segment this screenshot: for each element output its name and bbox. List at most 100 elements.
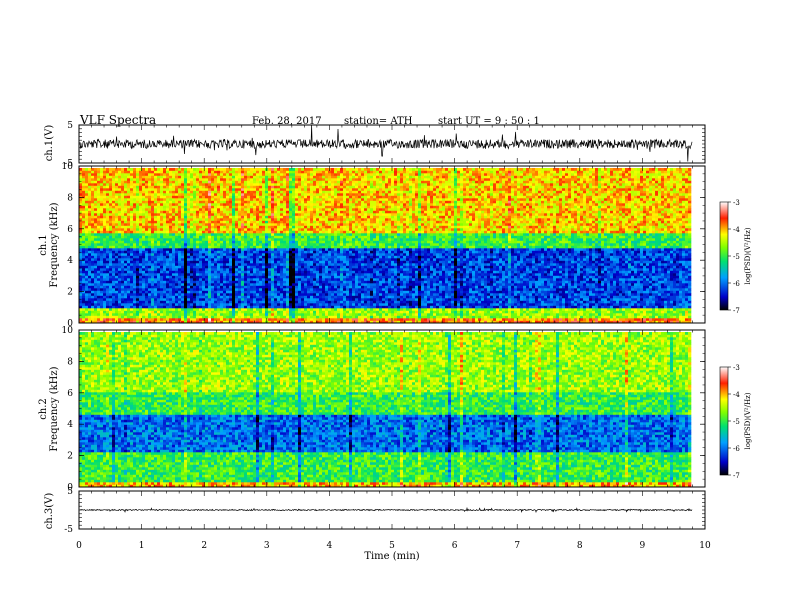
ch1-spectrogram-cell xyxy=(97,295,101,299)
ch1-spectrogram-cell xyxy=(145,183,149,186)
ch1-spectrogram-cell xyxy=(103,243,107,246)
ch1-spectrogram-cell xyxy=(145,303,149,306)
ch1-spectrogram-cell xyxy=(100,245,104,249)
ch1-spectrogram-cell xyxy=(238,268,242,271)
ch1-spectrogram-cell xyxy=(268,255,272,259)
ch1-spectrogram-cell xyxy=(160,240,164,244)
ch1-spectrogram-cell xyxy=(124,303,128,306)
ch1-spectrogram-cell xyxy=(145,188,149,191)
ch1-spectrogram-cell xyxy=(253,245,257,249)
ch1-spectrogram-cell xyxy=(214,253,218,256)
ch1-spectrogram-cell xyxy=(103,268,107,271)
ch1-spectrogram-cell xyxy=(301,190,305,194)
ch1-spectrogram-cell xyxy=(88,288,92,291)
ch1-spectrogram-cell xyxy=(247,183,251,186)
ch1-spectrogram-cell xyxy=(223,250,227,254)
ch1-spectrogram-cell xyxy=(298,235,302,239)
ch1-spectrogram-cell xyxy=(208,273,212,276)
ch1-spectrogram-cell xyxy=(232,263,236,266)
ch1-spectrogram-cell xyxy=(202,230,206,234)
ch1-spectrogram-cell xyxy=(262,205,266,209)
ch1-spectrogram-cell xyxy=(160,183,164,186)
ch1-spectrogram-cell xyxy=(289,308,293,311)
ch1-spectrogram-cell xyxy=(280,263,284,266)
ch1-spectrogram-cell xyxy=(271,285,275,289)
ch1-spectrogram-cell xyxy=(109,280,113,284)
ch1-spectrogram-cell xyxy=(154,280,158,284)
ch1-spectrogram-cell xyxy=(193,255,197,259)
ch1-spectrogram-cell xyxy=(190,285,194,289)
ch1-spectrogram-cell xyxy=(166,175,170,179)
ch1-spectrogram-cell xyxy=(160,233,164,236)
ch1-spectrogram-cell xyxy=(247,260,251,264)
ch1-spectrogram-cell xyxy=(223,168,227,171)
ch1-spectrogram-cell xyxy=(256,168,260,171)
ch1-spectrogram-cell xyxy=(94,173,98,176)
ch1-spectrogram-cell xyxy=(97,208,101,211)
ch1-spectrogram-cell xyxy=(103,295,107,299)
ch1-spectrogram-cell xyxy=(157,190,161,194)
ch1-spectrogram-cell xyxy=(232,245,236,249)
ch1-spectrogram-cell xyxy=(223,190,227,194)
ch1-spectrogram-cell xyxy=(223,170,227,174)
ch1-spectrogram-cell xyxy=(133,170,137,174)
ch1-spectrogram-cell xyxy=(169,255,173,259)
ch1-spectrogram-cell xyxy=(145,208,149,211)
ch1-spectrogram-cell xyxy=(82,288,86,291)
ch1-spectrogram-cell xyxy=(277,235,281,239)
ch1-spectrogram-cell xyxy=(232,308,236,311)
ch1-spectrogram-cell xyxy=(223,263,227,266)
ch1-spectrogram-cell xyxy=(226,223,230,226)
ch1-spectrogram-cell xyxy=(175,168,179,171)
ch1-spectrogram-cell xyxy=(295,255,299,259)
ch1-spectrogram-cell xyxy=(313,313,317,316)
ch1-spectrogram-cell xyxy=(217,288,221,291)
ch1-spectrogram-cell xyxy=(142,228,146,231)
ch1-spectrogram-cell xyxy=(226,220,230,224)
ch1-spectrogram-cell xyxy=(130,218,134,221)
ch1-spectrogram-cell xyxy=(244,278,248,281)
ch1-spectrogram-cell xyxy=(280,295,284,299)
ch1-spectrogram-cell xyxy=(289,208,293,211)
ch1-spectrogram-cell xyxy=(301,263,305,266)
ch1-spectrogram-cell xyxy=(94,265,98,269)
ch1-spectrogram-cell xyxy=(229,218,233,221)
ch1-spectrogram-cell xyxy=(187,233,191,236)
ch1-spectrogram-cell xyxy=(100,243,104,246)
ch1-spectrogram-cell xyxy=(211,198,215,201)
ch1-spectrogram-cell xyxy=(304,243,308,246)
ch1-spectrogram-cell xyxy=(265,183,269,186)
ch1-spectrogram-cell xyxy=(190,238,194,241)
ch1-spectrogram-cell xyxy=(244,233,248,236)
ch1-spectrogram-cell xyxy=(208,268,212,271)
ch1-spectrogram-cell xyxy=(136,240,140,244)
ch1-spectrogram-cell xyxy=(136,280,140,284)
ch1-spectrogram-cell xyxy=(283,313,287,316)
ch1-spectrogram-cell xyxy=(181,305,185,309)
ch1-spectrogram-cell xyxy=(145,293,149,296)
ch1-spectrogram-cell xyxy=(163,200,167,204)
ch1-spectrogram-cell xyxy=(256,298,260,301)
ch1-spectrogram-cell xyxy=(148,198,152,201)
ch1-spectrogram-cell xyxy=(85,215,89,219)
ch1-spectrogram-cell xyxy=(274,303,278,306)
ch1-spectrogram-cell xyxy=(151,188,155,191)
ch1-spectrogram-cell xyxy=(235,198,239,201)
ch1-spectrogram-cell xyxy=(166,290,170,294)
ch1-spectrogram-cell xyxy=(103,235,107,239)
ch1-spectrogram-cell xyxy=(250,205,254,209)
ch1-spectrogram-cell xyxy=(82,195,86,199)
ch1-spectrogram-cell xyxy=(121,285,125,289)
ch1-spectrogram-cell xyxy=(307,275,311,279)
ch1-spectrogram-cell xyxy=(91,245,95,249)
ch1-spectrogram-cell xyxy=(271,213,275,216)
ch1-spectrogram-cell xyxy=(253,170,257,174)
ch1-spectrogram-cell xyxy=(232,230,236,234)
ch1-spectrogram-cell xyxy=(295,200,299,204)
ch1-spectrogram-cell xyxy=(94,235,98,239)
ch1-spectrogram-cell xyxy=(283,170,287,174)
ch1-spectrogram-cell xyxy=(268,173,272,176)
ch1-spectrogram-cell xyxy=(88,245,92,249)
ch1-spectrogram-cell xyxy=(283,303,287,306)
ch1-spectrogram-cell xyxy=(160,230,164,234)
